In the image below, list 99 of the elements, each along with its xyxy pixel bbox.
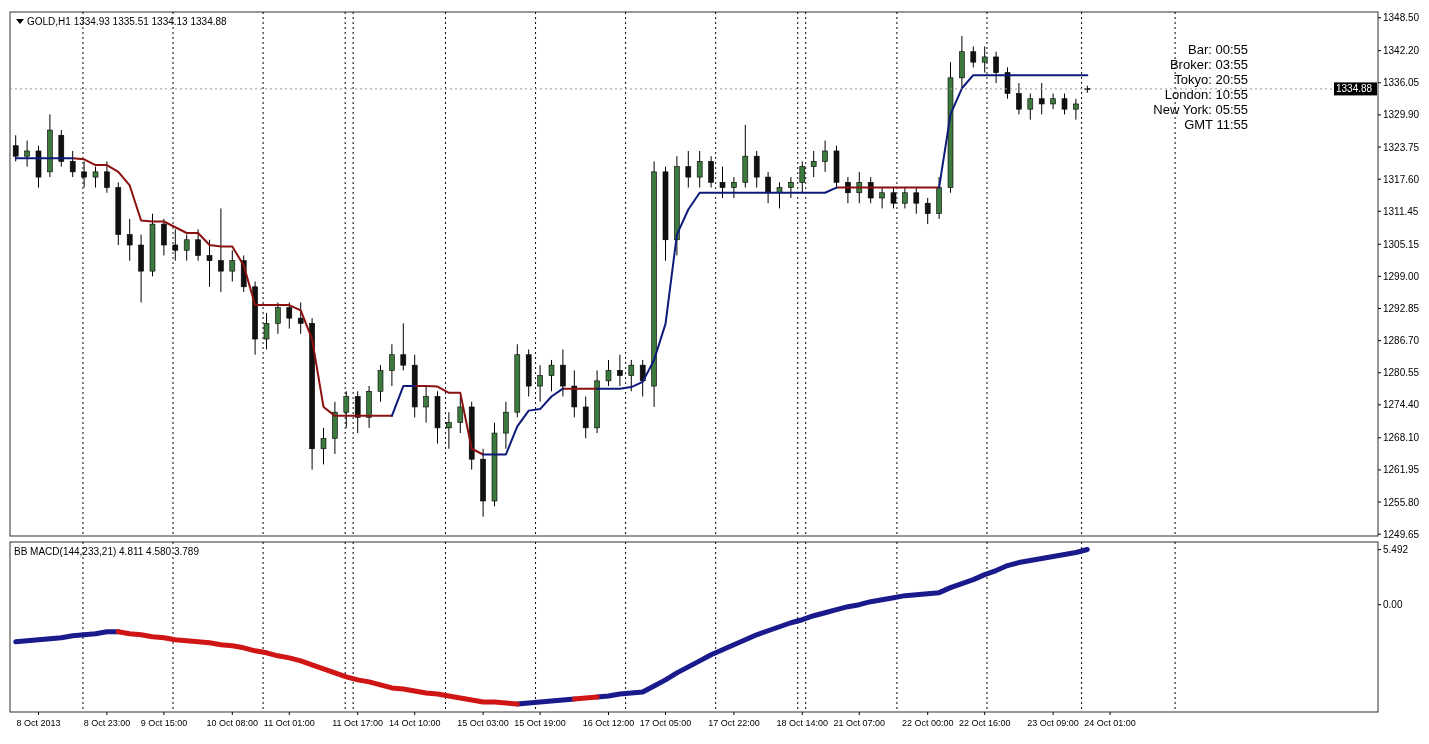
candlestick: [765, 171, 771, 204]
candlestick: [879, 187, 885, 209]
y-tick-label: 1317.60: [1383, 173, 1420, 185]
candlestick: [810, 150, 817, 178]
y-tick-label: 1299.00: [1383, 270, 1420, 282]
candlestick: [423, 385, 429, 424]
y-tick-label: 1348.50: [1383, 12, 1420, 24]
x-tick-label: 17 Oct 05:00: [639, 718, 692, 728]
candlestick: [218, 207, 224, 293]
candlestick: [696, 150, 703, 189]
x-tick-label: 18 Oct 14:00: [776, 718, 829, 728]
y-tick-label: 1336.05: [1383, 77, 1420, 89]
x-tick-label: 8 Oct 23:00: [83, 718, 131, 728]
candlestick: [183, 234, 190, 262]
y-tick-label: 1311.45: [1383, 205, 1419, 217]
candlestick: [503, 401, 509, 450]
annotation: GMT 11:55: [1184, 117, 1248, 132]
candlestick: [1050, 93, 1056, 110]
x-tick-label: 10 Oct 08:00: [206, 718, 259, 728]
y-tick-label: 1261.95: [1383, 464, 1420, 476]
chart-title: GOLD,H1 1334.93 1335.51 1334.13 1334.88: [27, 16, 228, 27]
candlestick: [389, 343, 395, 387]
candlestick: [924, 197, 931, 225]
annotation: Tokyo: 20:55: [1174, 72, 1248, 87]
x-tick-label: 22 Oct 16:00: [958, 718, 1011, 728]
candlestick: [582, 396, 589, 439]
y-tick-label: 1280.55: [1383, 367, 1420, 379]
candlestick: [970, 45, 977, 68]
x-tick-label: 21 Oct 07:00: [833, 718, 886, 728]
candlestick: [685, 150, 692, 189]
y-tick-label: 1255.80: [1383, 496, 1420, 508]
candlestick: [275, 301, 281, 335]
x-tick-label: 23 Oct 09:00: [1027, 718, 1079, 728]
candlestick: [24, 140, 30, 168]
y-tick-label: 1329.90: [1383, 109, 1420, 121]
x-tick-label: 15 Oct 03:00: [457, 718, 509, 728]
x-tick-label: 24 Oct 01:00: [1084, 718, 1136, 728]
y-tick-label: 1268.10: [1383, 432, 1420, 444]
candlestick: [161, 218, 167, 256]
annotation: Broker: 03:55: [1169, 57, 1248, 72]
candlestick: [913, 187, 920, 215]
candlestick: [571, 369, 578, 418]
candlestick: [1016, 82, 1022, 115]
candlestick: [902, 187, 908, 209]
candlestick: [788, 176, 794, 199]
candlestick: [69, 150, 76, 178]
annotation: London: 10:55: [1164, 87, 1248, 102]
candlestick: [639, 359, 646, 398]
candlestick: [297, 301, 304, 335]
candlestick: [719, 166, 726, 199]
candlestick: [286, 301, 293, 330]
x-tick-label: 9 Oct 15:00: [140, 718, 188, 728]
x-tick-label: 11 Oct 01:00: [263, 718, 315, 728]
x-tick-label: 17 Oct 22:00: [708, 718, 760, 728]
candlestick: [776, 181, 783, 209]
candlestick: [560, 348, 566, 398]
candlestick: [377, 364, 384, 403]
candlestick: [104, 160, 110, 194]
x-tick-label: 16 Oct 12:00: [582, 718, 635, 728]
x-tick-label: 15 Oct 19:00: [514, 718, 566, 728]
y-tick-label: 1292.85: [1383, 302, 1420, 314]
candlestick: [548, 359, 555, 392]
y-tick-label: 1323.75: [1383, 141, 1420, 153]
annotation: Bar: 00:55: [1188, 42, 1248, 57]
candlestick: [731, 176, 737, 199]
candlestick: [617, 354, 623, 387]
y-tick-label: 5.492: [1383, 544, 1409, 556]
candlestick: [400, 322, 407, 371]
y-tick-label: 1274.40: [1383, 399, 1420, 411]
candlestick: [206, 239, 213, 288]
y-tick-label: 1305.15: [1383, 238, 1420, 250]
candlestick: [605, 359, 612, 387]
candlestick: [195, 228, 201, 262]
candlestick: [12, 134, 19, 162]
candlestick: [457, 396, 464, 434]
y-tick-label: 1249.65: [1383, 528, 1420, 540]
candlestick: [92, 166, 99, 189]
candlestick: [867, 176, 874, 204]
candlestick: [1027, 93, 1034, 121]
candlestick: [1073, 98, 1079, 121]
candlestick: [628, 359, 635, 392]
y-tick-label: 0.00: [1383, 599, 1403, 611]
chart-title: BB MACD(144,233,21) 4.811 4.580 3.789: [14, 546, 200, 557]
candlestick: [1061, 93, 1068, 115]
candlestick: [993, 51, 999, 84]
candlestick: [320, 427, 327, 465]
x-tick-label: 11 Oct 17:00: [332, 718, 384, 728]
candlestick: [1038, 82, 1045, 115]
y-tick-label: 1342.20: [1383, 45, 1420, 57]
y-tick-label: 1286.70: [1383, 335, 1420, 347]
candlestick: [126, 218, 133, 262]
x-tick-label: 8 Oct 2013: [16, 718, 61, 728]
candlestick: [753, 150, 760, 189]
x-tick-label: 22 Oct 00:00: [901, 718, 954, 728]
ref-line-label: 1334.88: [1336, 83, 1373, 95]
candlestick: [822, 140, 828, 173]
x-tick-label: 14 Oct 10:00: [388, 718, 441, 728]
candlestick: [229, 249, 236, 283]
annotation: New York: 05:55: [1153, 102, 1248, 117]
